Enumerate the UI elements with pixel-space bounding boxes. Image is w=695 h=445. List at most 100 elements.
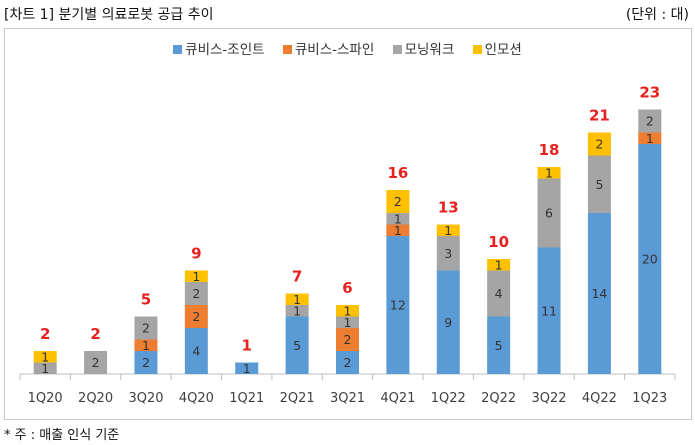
bar-segment — [184, 328, 208, 374]
legend-swatch-inmotion — [472, 45, 482, 54]
bar-segment — [386, 224, 410, 236]
data-label: 1 — [344, 315, 352, 330]
total-label: 13 — [438, 199, 459, 217]
bar-segment — [184, 305, 208, 328]
total-label: 2 — [90, 325, 100, 343]
bar-segment — [537, 247, 561, 374]
bar-segment — [587, 155, 611, 213]
x-tick-label: 2Q20 — [78, 391, 113, 406]
bar-segment — [336, 351, 359, 374]
bar-segment — [285, 293, 309, 305]
data-label: 2 — [142, 321, 150, 336]
data-label: 5 — [495, 338, 503, 353]
data-label: 1 — [394, 211, 402, 226]
unit-label: (단위 : 대) — [625, 7, 689, 23]
data-label: 5 — [595, 177, 603, 192]
total-label: 18 — [539, 141, 560, 159]
data-label: 2 — [595, 137, 603, 152]
bar-segment — [134, 351, 158, 374]
x-tick-label: 3Q22 — [532, 391, 567, 406]
data-label: 5 — [293, 338, 301, 353]
bar-segment — [184, 270, 208, 282]
legend-label-morningwalk: 모닝워크 — [404, 42, 455, 58]
data-label: 2 — [344, 355, 352, 370]
total-label: 23 — [639, 84, 660, 102]
data-label: 1 — [545, 165, 553, 180]
bar-segment — [386, 213, 410, 225]
data-label: 20 — [642, 252, 658, 267]
total-label: 7 — [292, 268, 302, 286]
total-label: 21 — [589, 107, 610, 125]
data-label: 6 — [545, 206, 553, 221]
data-label: 1 — [142, 338, 150, 353]
bar-segment — [134, 316, 158, 340]
bar-segment — [537, 167, 561, 179]
bar-segment — [336, 305, 359, 317]
bar-segment — [487, 270, 511, 317]
total-label: 1 — [242, 337, 252, 355]
bar-segment — [386, 190, 410, 213]
legend-swatch-joint — [173, 45, 183, 54]
legend-item-inmotion: 인모션 — [472, 38, 522, 58]
data-label: 1 — [192, 269, 200, 284]
bar-segment — [638, 144, 662, 374]
total-label: 5 — [141, 291, 151, 309]
x-tick-label: 1Q22 — [431, 391, 466, 406]
x-tick-label: 4Q21 — [380, 391, 415, 406]
bar-segment — [235, 362, 259, 374]
bar-segment — [336, 316, 359, 328]
bar-segment — [386, 236, 410, 374]
bar-segment — [587, 213, 611, 374]
bar-segment — [436, 224, 460, 236]
bar-segment — [336, 328, 359, 351]
data-label: 1 — [444, 223, 452, 238]
bar-segment — [285, 305, 309, 317]
bar-segment — [638, 132, 662, 144]
bar-segment — [134, 339, 158, 351]
data-label: 1 — [646, 131, 654, 146]
x-tick-label: 4Q22 — [582, 391, 617, 406]
data-label: 1 — [41, 361, 49, 376]
x-tick-label: 1Q23 — [632, 391, 667, 406]
legend-label-joint: 큐비스-조인트 — [185, 42, 265, 58]
x-tick-label: 2Q22 — [481, 391, 516, 406]
chart-frame — [4, 28, 692, 420]
total-label: 10 — [488, 233, 509, 251]
data-label: 14 — [591, 286, 607, 301]
data-label: 2 — [344, 332, 352, 347]
bar-segment — [436, 236, 460, 271]
legend-swatch-morningwalk — [392, 45, 402, 54]
bar-segment — [33, 362, 57, 374]
data-label: 1 — [293, 303, 301, 318]
bar-segment — [33, 351, 57, 363]
bar-segment — [638, 109, 662, 133]
bar-segment — [487, 259, 511, 271]
bar-segment — [537, 178, 561, 248]
bar-segment — [436, 270, 460, 374]
legend-item-morningwalk: 모닝워크 — [392, 38, 455, 58]
data-label: 1 — [41, 349, 49, 364]
bar-segment — [84, 351, 108, 374]
data-label: 9 — [444, 315, 452, 330]
data-label: 1 — [495, 257, 503, 272]
total-label: 2 — [40, 325, 50, 343]
legend-item-spine: 큐비스-스파인 — [282, 38, 374, 58]
total-label: 6 — [342, 279, 352, 297]
data-label: 1 — [243, 361, 251, 376]
legend-item-joint: 큐비스-조인트 — [173, 38, 265, 58]
legend: 큐비스-조인트 큐비스-스파인 모닝워크 인모션 — [0, 38, 695, 58]
data-label: 4 — [192, 344, 200, 359]
data-label: 3 — [444, 246, 452, 261]
data-label: 2 — [142, 355, 150, 370]
x-tick-label: 2Q21 — [280, 391, 315, 406]
total-label: 16 — [387, 164, 408, 182]
data-label: 11 — [541, 303, 557, 318]
legend-label-inmotion: 인모션 — [484, 42, 522, 58]
bar-segment — [587, 132, 611, 156]
data-label: 2 — [394, 194, 402, 209]
legend-swatch-spine — [282, 45, 292, 54]
bar-segment — [487, 316, 511, 374]
x-tick-label: 3Q20 — [128, 391, 163, 406]
x-tick-label: 4Q20 — [179, 391, 214, 406]
